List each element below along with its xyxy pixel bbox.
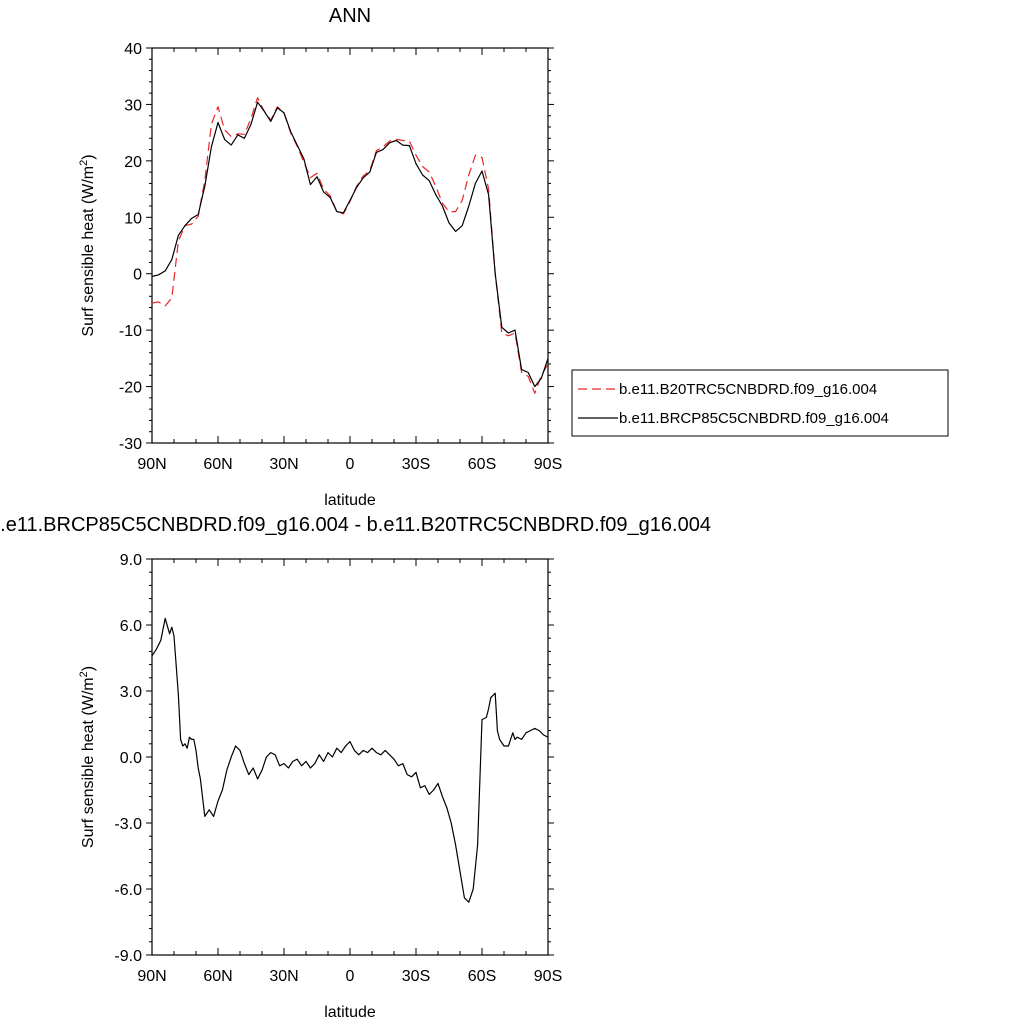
x-tick-label: 60S	[468, 968, 496, 985]
chart-title: ANN	[329, 5, 371, 27]
bottom-panel-difference: b.e11.BRCP85C5CNBDRD.f09_g16.004 - b.e11…	[0, 514, 711, 1021]
y-tick-label: -6.0	[114, 882, 142, 899]
y-axis-label: Surf sensible heat (W/m2)	[78, 666, 97, 848]
y-tick-label: 20	[124, 154, 142, 171]
series-line-0	[151, 97, 549, 394]
x-tick-label: 30S	[402, 968, 430, 985]
y-tick-label: 9.0	[120, 552, 142, 569]
x-tick-label: 60N	[203, 968, 232, 985]
chart-title: b.e11.BRCP85C5CNBDRD.f09_g16.004 - b.e11…	[0, 514, 711, 536]
legend: b.e11.B20TRC5CNBDRD.f09_g16.004 b.e11.BRC…	[571, 369, 949, 437]
y-tick-label: -9.0	[114, 948, 142, 965]
x-tick-label: 60S	[468, 456, 496, 473]
y-tick-label: 40	[124, 41, 142, 58]
y-tick-label: 0	[133, 267, 142, 284]
legend-label-0: b.e11.B20TRC5CNBDRD.f09_g16.004	[619, 381, 877, 398]
top-panel-annual-mean: ANN 90N 60N 30N 0 30S 60S 90S -30 -20 -10 0 10 20 30 40…	[78, 5, 949, 509]
y-tick-label: 30	[124, 97, 142, 114]
y-tick-label: -3.0	[114, 816, 142, 833]
y-tick-label: 6.0	[120, 618, 142, 635]
x-axis-label: latitude	[324, 1004, 376, 1021]
series-line-1	[151, 101, 549, 388]
x-axis-label: latitude	[324, 492, 376, 509]
x-tick-label: 0	[346, 968, 355, 985]
x-tick-label: 90N	[137, 968, 166, 985]
x-tick-label: 30N	[269, 968, 298, 985]
plot-frame	[151, 558, 549, 956]
x-tick-label: 0	[346, 456, 355, 473]
legend-label-1: b.e11.BRCP85C5CNBDRD.f09_g16.004	[619, 410, 889, 427]
series-line-0	[151, 617, 549, 903]
y-tick-label: 3.0	[120, 684, 142, 701]
x-tick-label: 30S	[402, 456, 430, 473]
plot-frame	[151, 47, 549, 444]
x-tick-label: 90S	[534, 968, 562, 985]
y-axis-label: Surf sensible heat (W/m2)	[78, 154, 97, 336]
y-tick-label: 10	[124, 210, 142, 227]
x-tick-label: 90S	[534, 456, 562, 473]
x-tick-label: 60N	[203, 456, 232, 473]
y-tick-label: -30	[119, 436, 142, 453]
x-tick-label: 30N	[269, 456, 298, 473]
y-tick-label: -20	[119, 380, 142, 397]
x-tick-label: 90N	[137, 456, 166, 473]
y-tick-label: 0.0	[120, 750, 142, 767]
legend-box	[571, 369, 949, 437]
y-tick-label: -10	[119, 323, 142, 340]
